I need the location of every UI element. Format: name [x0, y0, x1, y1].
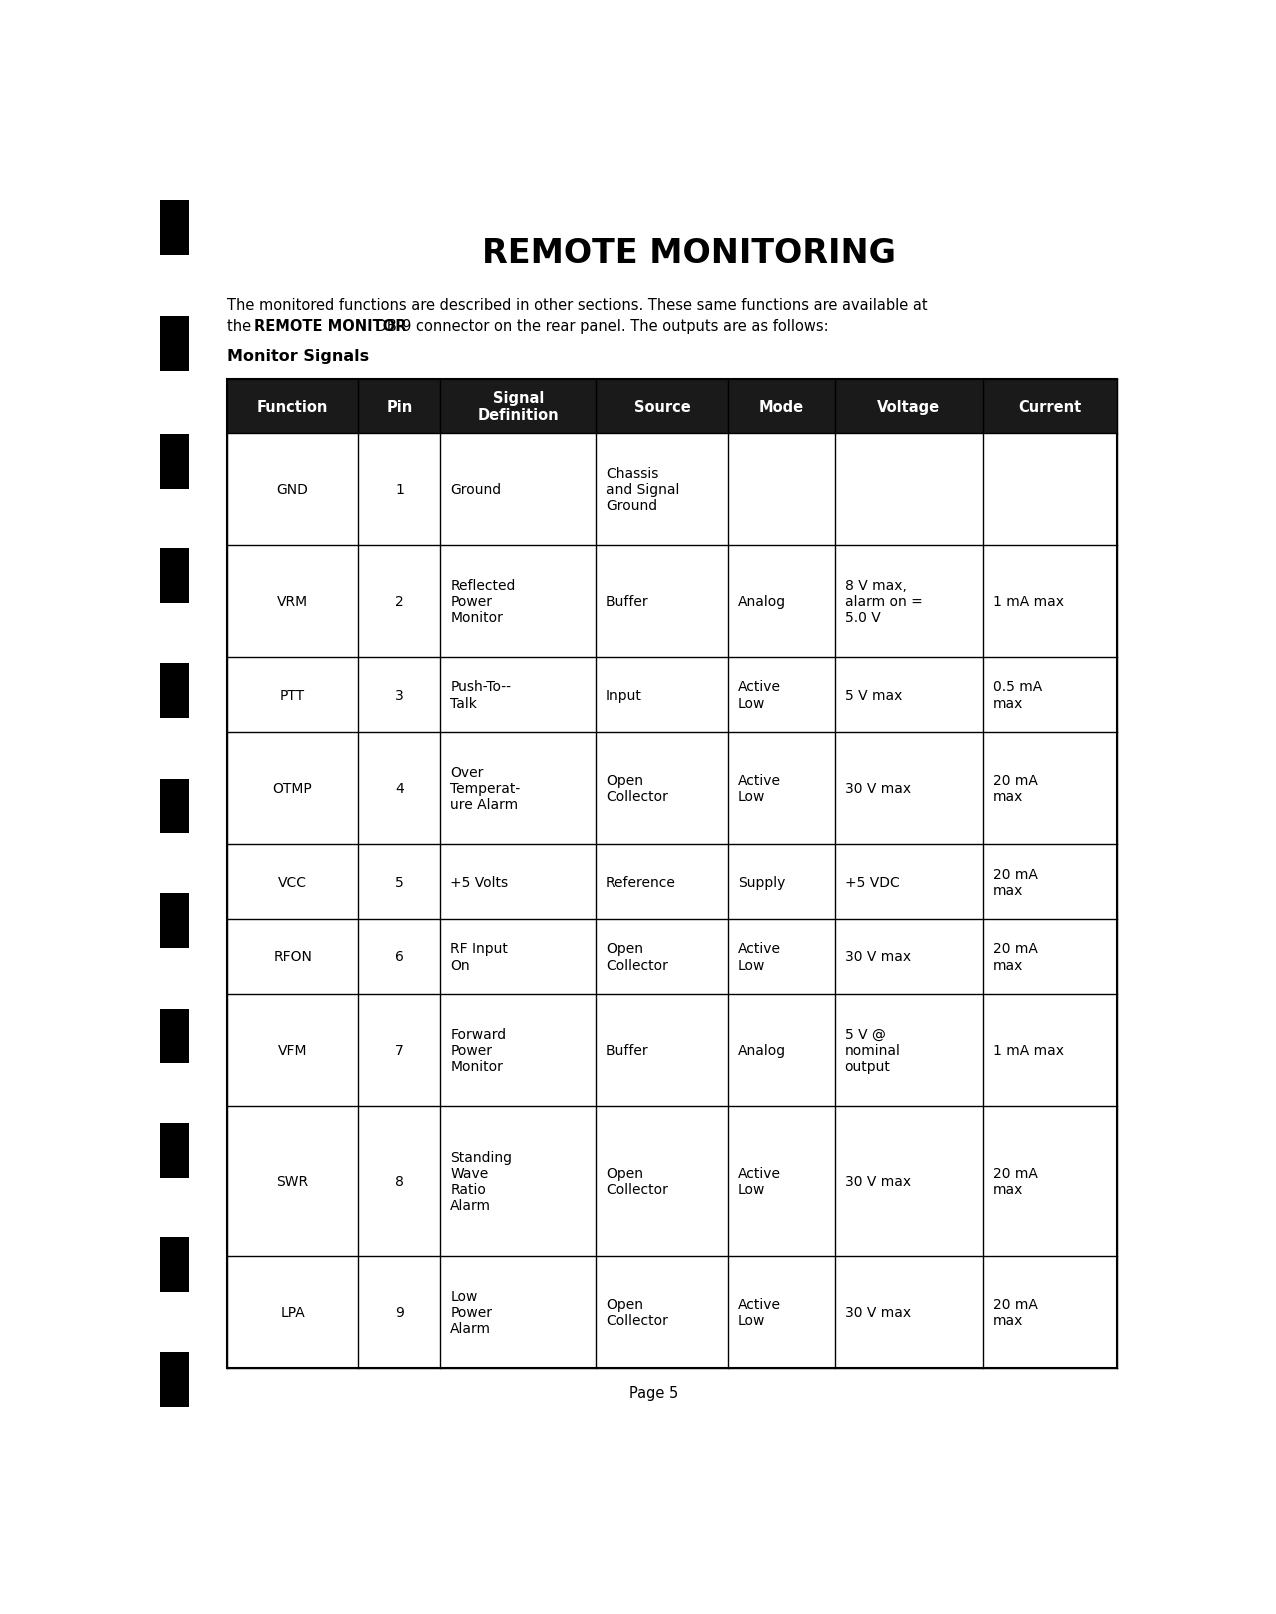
Text: PTT: PTT [279, 688, 305, 702]
Bar [227, 379, 1116, 434]
Bar [160, 316, 189, 371]
Text: 7: 7 [396, 1043, 403, 1057]
Text: Open
Collector: Open Collector [606, 941, 667, 972]
Bar [160, 894, 189, 947]
Text: Standing
Wave
Ratio
Alarm: Standing Wave Ratio Alarm [450, 1149, 512, 1212]
Text: Buffer: Buffer [606, 1043, 648, 1057]
Text: 30 V max: 30 V max [845, 1173, 911, 1188]
Text: Push-To--
Talk: Push-To-- Talk [450, 679, 512, 710]
Text: 0.5 mA
max: 0.5 mA max [993, 679, 1042, 710]
Text: 4: 4 [396, 781, 403, 796]
Text: Open
Collector: Open Collector [606, 1298, 667, 1327]
Text: 30 V max: 30 V max [845, 781, 911, 796]
Text: 20 mA
max: 20 mA max [993, 941, 1037, 972]
Text: Pin: Pin [387, 399, 412, 415]
Text: Mode: Mode [759, 399, 804, 415]
Text: Signal
Definition: Signal Definition [477, 391, 559, 423]
Text: 1 mA max: 1 mA max [993, 1043, 1064, 1057]
Text: 6: 6 [396, 951, 403, 964]
Text: Current: Current [1018, 399, 1082, 415]
Text: Function: Function [256, 399, 328, 415]
Text: Reference: Reference [606, 875, 676, 889]
Text: Active
Low: Active Low [738, 679, 781, 710]
Text: Active
Low: Active Low [738, 1298, 781, 1327]
Text: Source: Source [634, 399, 690, 415]
Text: 20 mA
max: 20 mA max [993, 867, 1037, 897]
Text: SWR: SWR [277, 1173, 309, 1188]
Text: 1: 1 [396, 483, 403, 497]
Text: 3: 3 [396, 688, 403, 702]
Text: +5 VDC: +5 VDC [845, 875, 900, 889]
Text: Active
Low: Active Low [738, 941, 781, 972]
Text: 5: 5 [396, 875, 403, 889]
Text: Open
Collector: Open Collector [606, 773, 667, 804]
Bar [160, 663, 189, 718]
Text: Voltage: Voltage [878, 399, 940, 415]
Text: Ground: Ground [450, 483, 501, 497]
Text: 8 V max,
alarm on =
5.0 V: 8 V max, alarm on = 5.0 V [845, 578, 923, 625]
Text: REMOTE MONITOR: REMOTE MONITOR [254, 320, 407, 334]
Text: RF Input
On: RF Input On [450, 941, 508, 972]
Text: The monitored functions are described in other sections. These same functions ar: The monitored functions are described in… [227, 299, 928, 313]
Text: 9: 9 [396, 1306, 403, 1319]
Text: REMOTE MONITORING: REMOTE MONITORING [481, 237, 896, 270]
Text: Low
Power
Alarm: Low Power Alarm [450, 1290, 493, 1335]
Text: Open
Collector: Open Collector [606, 1165, 667, 1196]
Text: 20 mA
max: 20 mA max [993, 773, 1037, 804]
Text: Forward
Power
Monitor: Forward Power Monitor [450, 1027, 507, 1073]
Text: 20 mA
max: 20 mA max [993, 1165, 1037, 1196]
Text: 30 V max: 30 V max [845, 951, 911, 964]
Bar [160, 1238, 189, 1293]
Text: Over
Temperat-
ure Alarm: Over Temperat- ure Alarm [450, 765, 521, 812]
Text: 5 V max: 5 V max [845, 688, 902, 702]
Text: VCC: VCC [278, 875, 308, 889]
Bar [160, 434, 189, 489]
Bar [160, 549, 189, 604]
Text: 20 mA
max: 20 mA max [993, 1298, 1037, 1327]
Text: Page 5: Page 5 [629, 1385, 679, 1401]
Text: RFON: RFON [273, 951, 313, 964]
Text: GND: GND [277, 483, 309, 497]
Text: Buffer: Buffer [606, 594, 648, 608]
Text: Input: Input [606, 688, 642, 702]
Text: LPA: LPA [281, 1306, 305, 1319]
Text: 8: 8 [396, 1173, 403, 1188]
Text: Analog: Analog [738, 594, 786, 608]
Bar [160, 1009, 189, 1064]
Text: the: the [227, 320, 255, 334]
Text: Supply: Supply [738, 875, 785, 889]
Text: DB-9 connector on the rear panel. The outputs are as follows:: DB-9 connector on the rear panel. The ou… [371, 320, 828, 334]
Text: Analog: Analog [738, 1043, 786, 1057]
Text: Reflected
Power
Monitor: Reflected Power Monitor [450, 578, 516, 625]
Text: 30 V max: 30 V max [845, 1306, 911, 1319]
Text: OTMP: OTMP [273, 781, 313, 796]
Text: Active
Low: Active Low [738, 773, 781, 804]
Bar [160, 202, 189, 257]
Bar [227, 381, 1116, 1369]
Bar [160, 1353, 189, 1407]
Bar [160, 1123, 189, 1178]
Text: Active
Low: Active Low [738, 1165, 781, 1196]
Text: 5 V @
nominal
output: 5 V @ nominal output [845, 1027, 901, 1073]
Text: VRM: VRM [277, 594, 309, 608]
Text: Chassis
and Signal
Ground: Chassis and Signal Ground [606, 466, 679, 513]
Text: 2: 2 [396, 594, 403, 608]
Text: +5 Volts: +5 Volts [450, 875, 508, 889]
Text: Monitor Signals: Monitor Signals [227, 349, 369, 365]
Text: 1 mA max: 1 mA max [993, 594, 1064, 608]
Bar [160, 780, 189, 834]
Text: VFM: VFM [278, 1043, 308, 1057]
